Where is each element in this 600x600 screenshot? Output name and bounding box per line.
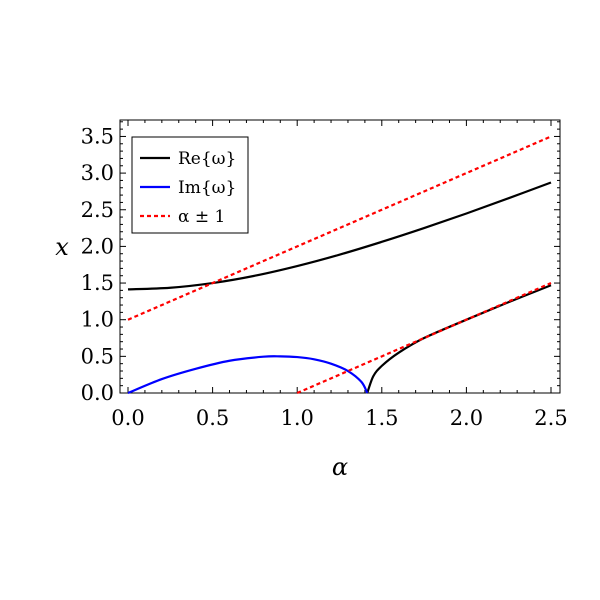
y-tick-label: 3.0	[81, 161, 114, 185]
y-axis-label: x	[55, 233, 69, 261]
legend: Re{ω} Im{ω} α ± 1	[131, 136, 249, 234]
y-tick-label: 1.0	[81, 308, 114, 332]
x-tick-label: 2.0	[450, 406, 483, 430]
plot-frame	[119, 119, 561, 394]
x-tick-label: 1.0	[280, 406, 313, 430]
y-tick-label: 2.0	[81, 234, 114, 258]
x-tick-label: 2.5	[534, 406, 567, 430]
legend-box	[131, 136, 249, 234]
tick-labels: 0.0 0.5 1.0 1.5 2.0 2.5 0.0 0.5 1.0 1.5 2.0 2.5 3.0 3…	[81, 124, 568, 430]
x-tick-label: 1.5	[365, 406, 398, 430]
legend-label-0: Re{ω}	[178, 149, 236, 169]
x-axis-label: α	[332, 453, 348, 481]
data-curves	[127, 135, 552, 395]
y-tick-label: 2.5	[81, 198, 114, 222]
legend-label-1: Im{ω}	[178, 178, 236, 198]
y-tick-label: 0.0	[81, 381, 114, 405]
series-0-line-1	[366, 284, 552, 394]
series-0-line-0	[127, 181, 552, 291]
y-tick-label: 1.5	[81, 271, 114, 295]
series-1-line-0	[127, 355, 369, 395]
tick-marks	[120, 120, 560, 394]
x-tick-label: 0.0	[111, 406, 144, 430]
x-tick-label: 0.5	[196, 406, 229, 430]
legend-label-2: α ± 1	[178, 207, 225, 227]
y-tick-label: 0.5	[81, 344, 114, 368]
y-tick-label: 3.5	[81, 124, 114, 148]
